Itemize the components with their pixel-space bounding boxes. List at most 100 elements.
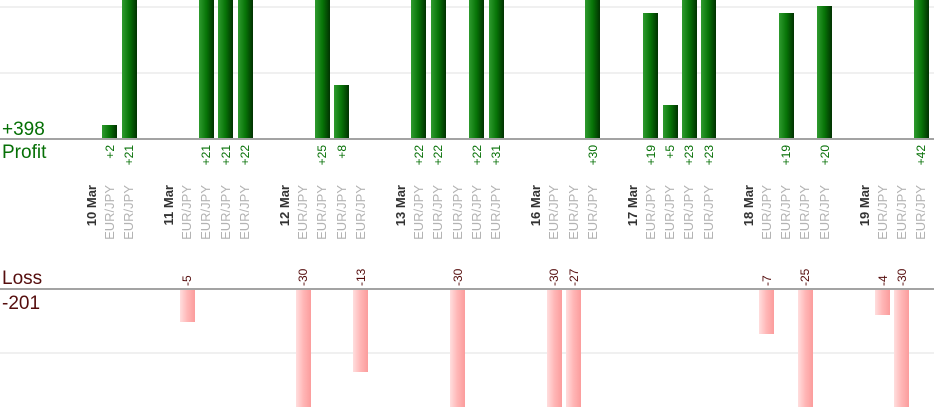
profit-value-label: +22 (411, 145, 426, 166)
profit-axis-line (0, 138, 934, 140)
profit-bar (778, 12, 794, 138)
profit-value-label: +23 (701, 145, 716, 166)
symbol-label: EUR/JPY (546, 185, 562, 240)
date-label: 13 Mar (393, 185, 409, 227)
profit-value-label: +30 (585, 145, 600, 166)
symbol-label: EUR/JPY (468, 185, 484, 240)
symbol-label: EUR/JPY (101, 185, 117, 240)
symbol-label: EUR/JPY (700, 185, 716, 240)
symbol-label: EUR/JPY (410, 185, 426, 240)
loss-gridline-10 (0, 352, 934, 354)
symbol-label: EUR/JPY (816, 185, 832, 240)
loss-bar (179, 290, 195, 322)
profit-value-label: +20 (817, 145, 832, 166)
profit-bar (913, 0, 929, 138)
date-label: 11 Mar (161, 185, 177, 226)
profit-bar (121, 0, 137, 138)
profit-bar (411, 0, 427, 138)
profit-bar (585, 0, 601, 138)
symbol-label: EUR/JPY (121, 185, 137, 240)
profit-gridline-20 (0, 6, 934, 8)
symbol-label: EUR/JPY (333, 185, 349, 240)
loss-bar (797, 290, 813, 407)
loss-bar (450, 290, 466, 407)
profit-bar (701, 0, 717, 138)
symbol-label: EUR/JPY (488, 185, 504, 240)
date-label: 10 Mar (84, 185, 99, 227)
profit-value-label: +42 (914, 145, 929, 166)
loss-bar (875, 290, 891, 316)
loss-value-label: -30 (894, 268, 909, 286)
loss-bar (894, 290, 910, 407)
symbol-label: EUR/JPY (778, 185, 794, 240)
symbol-label: EUR/JPY (565, 185, 581, 240)
profit-bar (681, 0, 697, 138)
profit-value-label: +23 (682, 145, 697, 166)
profit-value-label: +21 (199, 145, 214, 166)
profit-value-label: +21 (122, 145, 137, 166)
loss-axis-label: Loss (2, 268, 43, 289)
symbol-label: EUR/JPY (662, 185, 678, 240)
symbol-label: EUR/JPY (642, 185, 658, 240)
profit-value-label: +2 (102, 145, 117, 159)
symbol-label: EUR/JPY (797, 185, 813, 240)
profit-bar (430, 0, 446, 138)
date-label: 19 Mar (856, 185, 872, 227)
profit-bar (469, 0, 485, 138)
loss-bar (353, 290, 369, 372)
profit-value-label: +31 (489, 145, 504, 166)
loss-value-label: -25 (798, 268, 813, 286)
symbol-label: EUR/JPY (430, 185, 446, 240)
profit-value-label: +5 (663, 145, 678, 159)
profit-value-label: +19 (643, 145, 658, 166)
symbol-label: EUR/JPY (237, 185, 253, 240)
symbol-label: EUR/JPY (913, 185, 929, 240)
loss-axis-line (0, 288, 934, 290)
symbol-label: EUR/JPY (352, 185, 368, 240)
profit-bar (218, 0, 234, 138)
symbol-label: EUR/JPY (295, 185, 311, 240)
profit-bar (102, 124, 118, 138)
loss-value-label: -4 (875, 275, 890, 286)
loss-bar (759, 290, 775, 335)
profit-bar (817, 6, 833, 138)
profit-bar (198, 0, 214, 138)
date-label: 18 Mar (740, 185, 756, 227)
profit-value-label: +21 (218, 145, 233, 166)
loss-value-label: -30 (547, 268, 562, 286)
date-label: 16 Mar (528, 185, 544, 227)
profit-bar (334, 85, 350, 138)
symbol-label: EUR/JPY (217, 185, 233, 240)
profit-bar (643, 12, 659, 138)
symbol-label: EUR/JPY (758, 185, 774, 240)
symbol-label: EUR/JPY (874, 185, 890, 240)
profit-value-label: +22 (469, 145, 484, 166)
date-label: 17 Mar (624, 185, 640, 227)
loss-value-label: -13 (353, 268, 368, 286)
profit-bar (488, 0, 504, 138)
symbol-label: EUR/JPY (198, 185, 214, 240)
symbol-label: EUR/JPY (179, 185, 195, 240)
profit-total-label: +398 (2, 119, 45, 140)
profit-bar (314, 0, 330, 138)
symbol-label: EUR/JPY (681, 185, 697, 240)
profit-value-label: +19 (779, 145, 794, 166)
loss-bar (295, 290, 311, 407)
profit-value-label: +25 (315, 145, 330, 166)
loss-value-label: -27 (566, 268, 581, 286)
loss-bar (546, 290, 562, 407)
loss-bar (566, 290, 581, 407)
profit-axis-label: Profit (2, 142, 47, 163)
symbol-label: EUR/JPY (449, 185, 465, 240)
loss-value-label: -5 (180, 275, 195, 286)
loss-value-label: -30 (450, 268, 465, 286)
loss-total-label: -201 (2, 293, 41, 314)
profit-value-label: +8 (334, 145, 349, 159)
profit-gridline-10 (0, 72, 934, 74)
symbol-label: EUR/JPY (893, 185, 909, 240)
loss-value-label: -7 (759, 275, 774, 286)
date-label: 12 Mar (277, 185, 293, 227)
profit-bar (662, 105, 678, 138)
loss-value-label: -30 (296, 268, 311, 286)
